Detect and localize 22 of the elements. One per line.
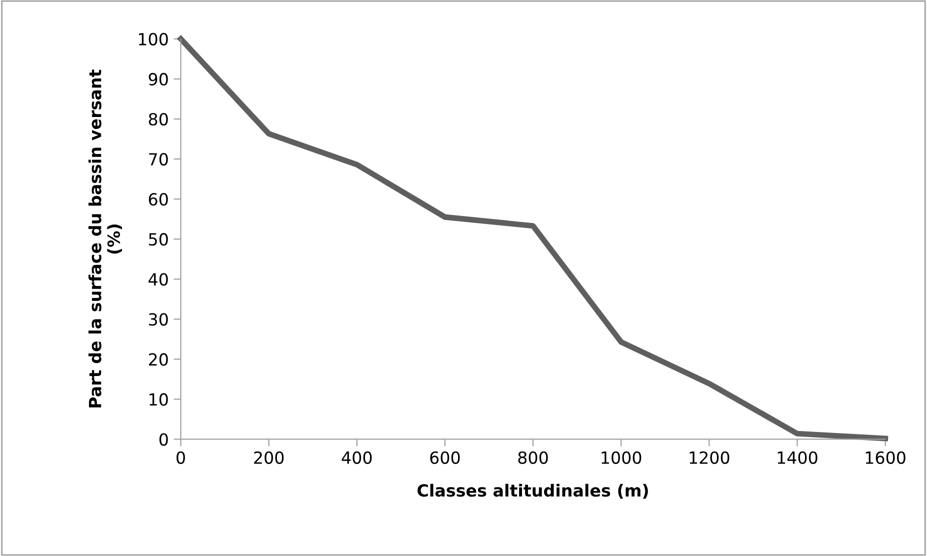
x-tick-label: 1200 — [690, 451, 730, 464]
y-tick-label: 50 — [149, 233, 168, 246]
x-tick-label: 0 — [176, 451, 185, 464]
y-tick-label: 10 — [150, 393, 168, 406]
x-tick-label: 400 — [342, 451, 372, 464]
x-axis-title: Classes altitudinales (m) — [418, 484, 648, 499]
x-tick-label: 1400 — [778, 451, 818, 464]
y-tick-label: 40 — [148, 273, 168, 286]
x-tick-label: 600 — [430, 451, 460, 464]
x-tick-label: 200 — [254, 451, 284, 464]
y-tick-label: 90 — [148, 72, 168, 86]
x-tick-label: 1600 — [866, 451, 906, 464]
y-tick-label: 80 — [148, 112, 168, 126]
y-tick-label: 30 — [149, 313, 168, 326]
y-tick-label: 20 — [148, 353, 168, 366]
x-tick-label: 1000 — [602, 451, 642, 464]
y-tick-label: 100 — [138, 32, 168, 46]
y-tick-label: 0 — [159, 433, 168, 446]
x-tick-label: 800 — [518, 451, 548, 464]
y-tick-label: 70 — [149, 152, 168, 166]
y-tick-label: 60 — [148, 193, 168, 206]
y-axis-title: Part de la surface du bassin versant (%) — [88, 70, 122, 408]
